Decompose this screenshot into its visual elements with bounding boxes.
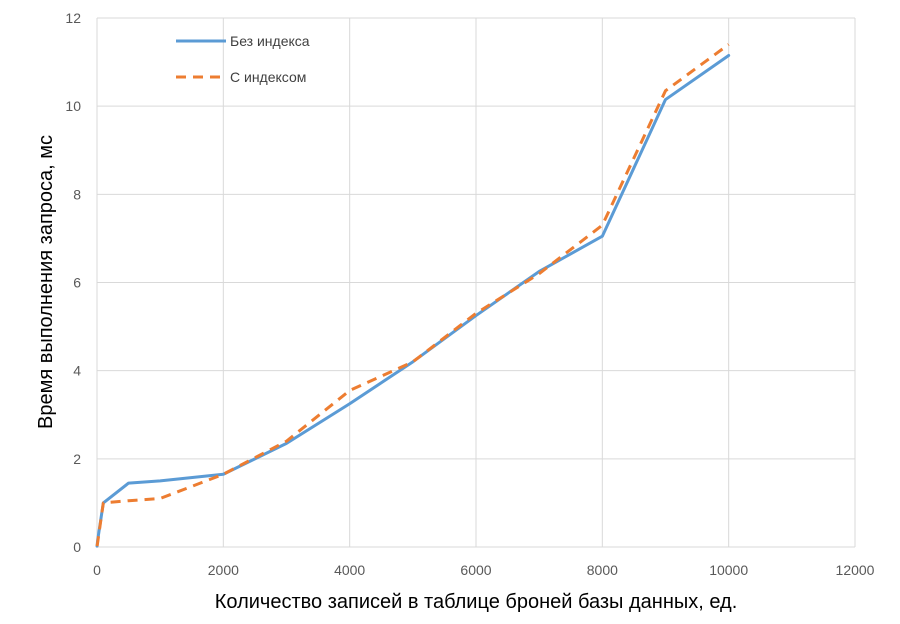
x-tick-label: 2000 (208, 562, 239, 578)
y-tick-label: 4 (73, 363, 81, 379)
legend-label-1: Без индекса (230, 33, 310, 49)
grid (96, 17, 856, 548)
x-tick-label: 8000 (587, 562, 618, 578)
x-tick-label: 0 (93, 562, 101, 578)
y-tick-label: 10 (65, 98, 81, 114)
y-tick-label: 2 (73, 451, 81, 467)
y-tick-label: 0 (73, 539, 81, 555)
legend: Без индекса С индексом (176, 33, 310, 85)
x-tick-label: 12000 (836, 562, 875, 578)
series-line-2 (95, 43, 730, 547)
x-tick-labels: 0 2000 4000 6000 8000 10000 12000 (93, 562, 875, 578)
y-tick-label: 6 (73, 275, 81, 291)
y-tick-labels: 0 2 4 6 8 10 12 (65, 10, 81, 555)
x-tick-label: 4000 (334, 562, 365, 578)
x-tick-label: 6000 (460, 562, 491, 578)
x-tick-label: 10000 (709, 562, 748, 578)
y-axis-title: Время выполнения запроса, мс (35, 135, 57, 429)
y-tick-label: 12 (65, 10, 81, 26)
y-tick-label: 8 (73, 186, 81, 202)
x-axis-title: Количество записей в таблице броней базы… (215, 591, 738, 613)
legend-label-2: С индексом (230, 69, 306, 85)
series-lines (95, 43, 731, 548)
series-line-1 (95, 53, 731, 548)
